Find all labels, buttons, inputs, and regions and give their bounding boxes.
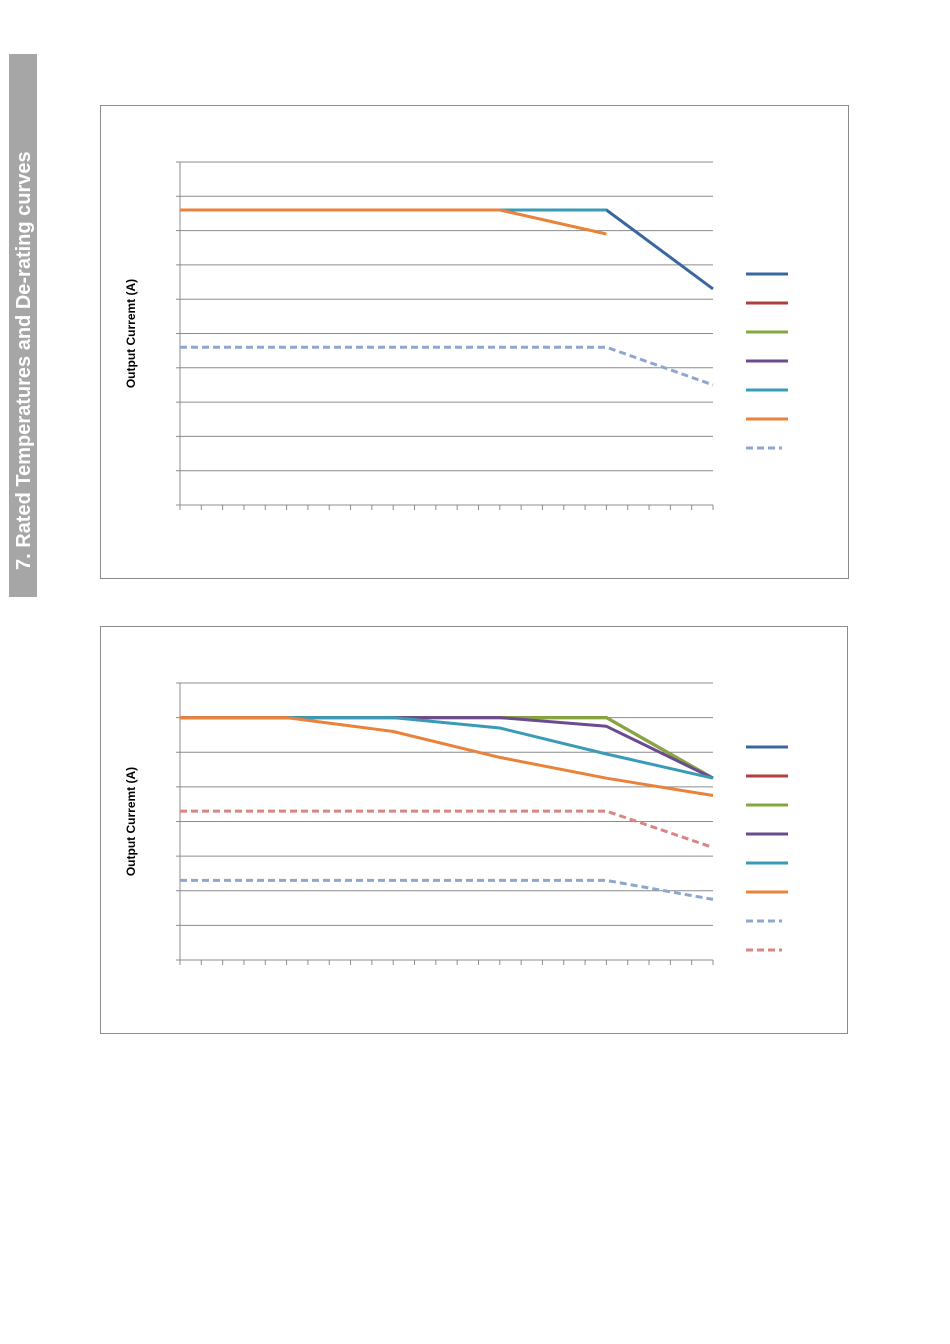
- series-line-2: [180, 716, 714, 780]
- series-line-6: [180, 208, 607, 236]
- series-line-8: [180, 809, 714, 849]
- series-line-4: [180, 716, 714, 780]
- series-line-6: [180, 716, 714, 797]
- y-axis-label: Output Curremt (A): [124, 279, 138, 388]
- derating-chart-1: Output Curremt (A): [100, 105, 849, 579]
- series-line-5: [180, 716, 714, 780]
- chart-2-svg: Output Curremt (A): [124, 682, 788, 965]
- series-line-1: [180, 716, 714, 780]
- series-line-1: [180, 208, 714, 291]
- series-line-7: [180, 878, 714, 901]
- series-line-3: [180, 716, 714, 780]
- section-title: 7. Rated Temperatures and De-rating curv…: [13, 151, 35, 570]
- derating-chart-2: Output Curremt (A): [100, 626, 848, 1034]
- section-tab: [9, 54, 37, 597]
- series-line-7: [180, 345, 714, 387]
- chart-1-svg: Output Curremt (A): [124, 161, 788, 510]
- y-axis-label: Output Curremt (A): [124, 767, 138, 876]
